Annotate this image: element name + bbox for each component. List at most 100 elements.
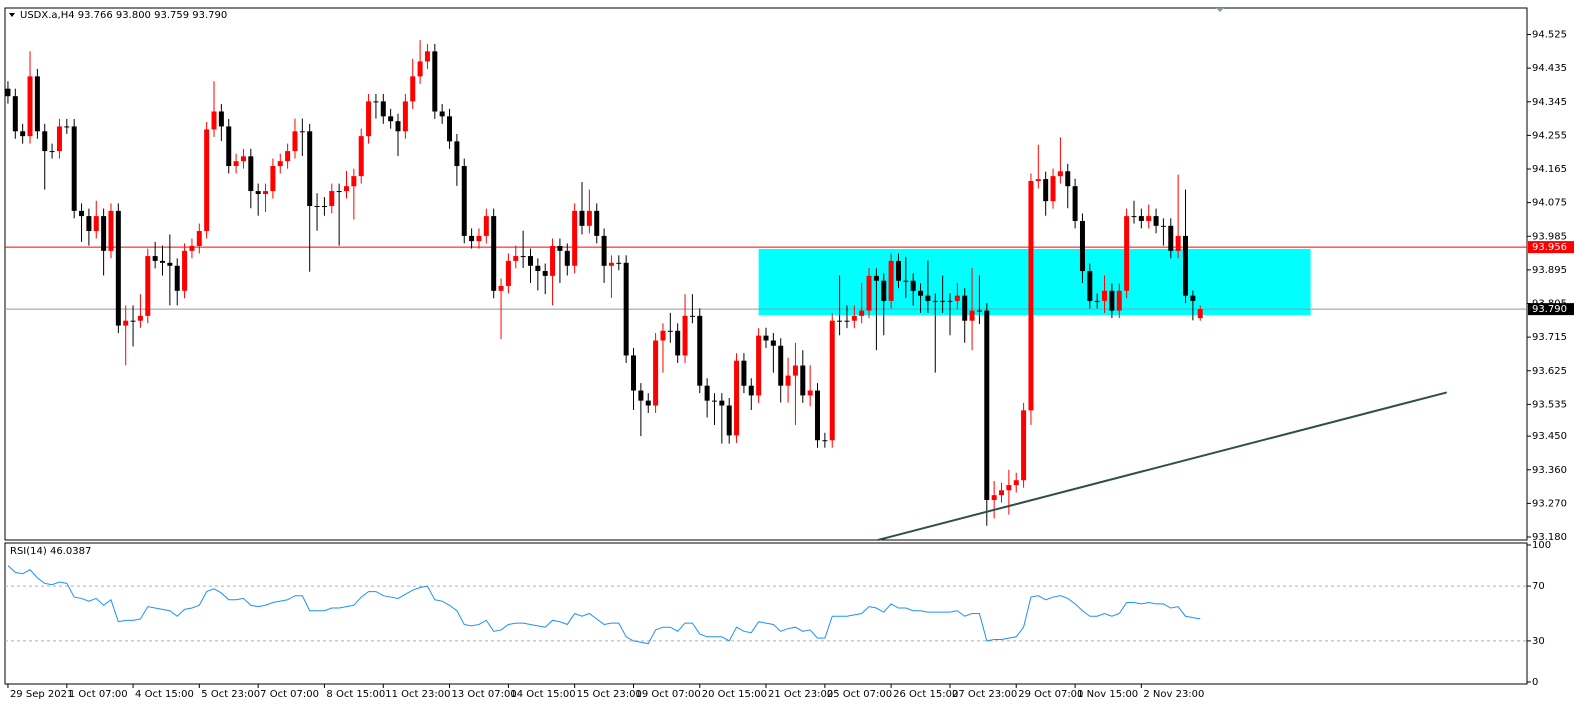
candle-body bbox=[704, 385, 710, 401]
candle-body bbox=[535, 265, 541, 272]
candle-body bbox=[115, 210, 121, 326]
candle-body bbox=[564, 250, 570, 266]
candle-body bbox=[1050, 176, 1056, 202]
candle-body bbox=[527, 256, 533, 266]
candle-body bbox=[1197, 309, 1203, 319]
x-tick-label: 5 Oct 23:00 bbox=[201, 689, 260, 700]
candle-body bbox=[785, 375, 791, 386]
candle-body bbox=[954, 295, 960, 301]
x-tick-label: 13 Oct 07:00 bbox=[452, 689, 517, 700]
x-tick-label: 26 Oct 15:00 bbox=[893, 689, 958, 700]
candle-body bbox=[49, 151, 55, 153]
candle-body bbox=[940, 300, 946, 302]
x-tick-label: 29 Oct 07:00 bbox=[1018, 689, 1083, 700]
candle-body bbox=[520, 256, 526, 258]
candle-body bbox=[1116, 290, 1122, 311]
candle-body bbox=[196, 231, 202, 246]
candle-body bbox=[925, 295, 931, 301]
candle-body bbox=[1013, 480, 1019, 486]
candle-body bbox=[660, 330, 666, 341]
x-tick-label: 27 Oct 23:00 bbox=[952, 689, 1017, 700]
x-tick-label: 1 Oct 07:00 bbox=[69, 689, 128, 700]
candle-body bbox=[483, 216, 489, 236]
candle-body bbox=[255, 191, 261, 195]
candle-body bbox=[1124, 216, 1130, 291]
candle-body bbox=[277, 161, 283, 167]
price-label: 93.790 bbox=[1532, 304, 1567, 315]
candle-body bbox=[1057, 171, 1063, 177]
candle-body bbox=[895, 260, 901, 281]
candle-body bbox=[689, 315, 695, 317]
y-tick-label: 93.180 bbox=[1532, 532, 1567, 543]
candle-body bbox=[307, 131, 313, 207]
candle-body bbox=[505, 260, 511, 286]
trendline bbox=[877, 391, 1448, 541]
candle-body bbox=[461, 166, 467, 236]
candle-body bbox=[932, 300, 938, 302]
zone bbox=[758, 248, 1311, 316]
candle-body bbox=[984, 310, 990, 501]
candle-body bbox=[469, 235, 475, 242]
candle-body bbox=[395, 121, 401, 132]
symbol-menu-icon bbox=[9, 13, 15, 17]
candle-body bbox=[1102, 290, 1108, 301]
candle-body bbox=[27, 76, 33, 137]
candle-body bbox=[822, 440, 828, 442]
candle-body bbox=[71, 126, 77, 211]
candle-body bbox=[866, 275, 872, 311]
candle-body bbox=[807, 390, 813, 396]
candle-body bbox=[366, 101, 372, 137]
candle-body bbox=[910, 280, 916, 291]
candle-body bbox=[947, 300, 953, 302]
candle-body bbox=[211, 111, 217, 130]
price-label: 93.956 bbox=[1532, 242, 1567, 253]
y-tick-label: 94.255 bbox=[1532, 130, 1567, 141]
candle-body bbox=[476, 235, 482, 242]
candle-body bbox=[1131, 216, 1137, 218]
candle-body bbox=[542, 271, 548, 276]
x-tick-label: 20 Oct 15:00 bbox=[702, 689, 767, 700]
candle-body bbox=[748, 385, 754, 396]
y-tick-label: 93.715 bbox=[1532, 332, 1567, 343]
candle-body bbox=[1043, 179, 1049, 202]
candle-body bbox=[285, 151, 291, 162]
candle-body bbox=[167, 262, 173, 266]
candle-body bbox=[697, 315, 703, 386]
candle-body bbox=[410, 76, 416, 102]
indicator-tick-label: 70 bbox=[1532, 581, 1545, 592]
candle-body bbox=[586, 210, 592, 226]
chart-title: USDX.a,H4 93.766 93.800 93.759 93.790 bbox=[20, 10, 227, 21]
candle-body bbox=[373, 101, 379, 103]
y-tick-label: 93.360 bbox=[1532, 465, 1567, 476]
x-tick-label: 1 Nov 15:00 bbox=[1077, 689, 1138, 700]
x-tick-label: 21 Oct 23:00 bbox=[768, 689, 833, 700]
candle-body bbox=[623, 262, 629, 356]
candle-body bbox=[741, 360, 747, 386]
candle-body bbox=[1087, 271, 1093, 301]
candle-body bbox=[601, 235, 607, 266]
candle-body bbox=[152, 256, 158, 261]
x-tick-label: 14 Oct 15:00 bbox=[510, 689, 575, 700]
y-tick-label: 93.535 bbox=[1532, 399, 1567, 410]
candle-body bbox=[159, 260, 165, 263]
candle-body bbox=[770, 340, 776, 346]
candle-body bbox=[218, 111, 224, 127]
candle-body bbox=[1153, 216, 1159, 226]
y-tick-label: 93.270 bbox=[1532, 498, 1567, 509]
x-tick-label: 19 Oct 07:00 bbox=[636, 689, 701, 700]
candle-body bbox=[42, 131, 48, 152]
candle-body bbox=[388, 116, 394, 122]
candle-body bbox=[1146, 216, 1152, 221]
candle-body bbox=[204, 129, 210, 232]
candle-body bbox=[976, 310, 982, 312]
candle-body bbox=[329, 191, 335, 207]
candle-body bbox=[873, 275, 879, 281]
candle-body bbox=[638, 390, 644, 401]
candle-body bbox=[93, 216, 99, 232]
candle-body bbox=[1109, 290, 1115, 311]
candle-body bbox=[888, 260, 894, 301]
candle-body bbox=[86, 216, 92, 232]
x-tick-label: 29 Sep 2021 bbox=[10, 689, 73, 700]
candle-body bbox=[815, 390, 821, 441]
candle-body bbox=[12, 96, 18, 132]
